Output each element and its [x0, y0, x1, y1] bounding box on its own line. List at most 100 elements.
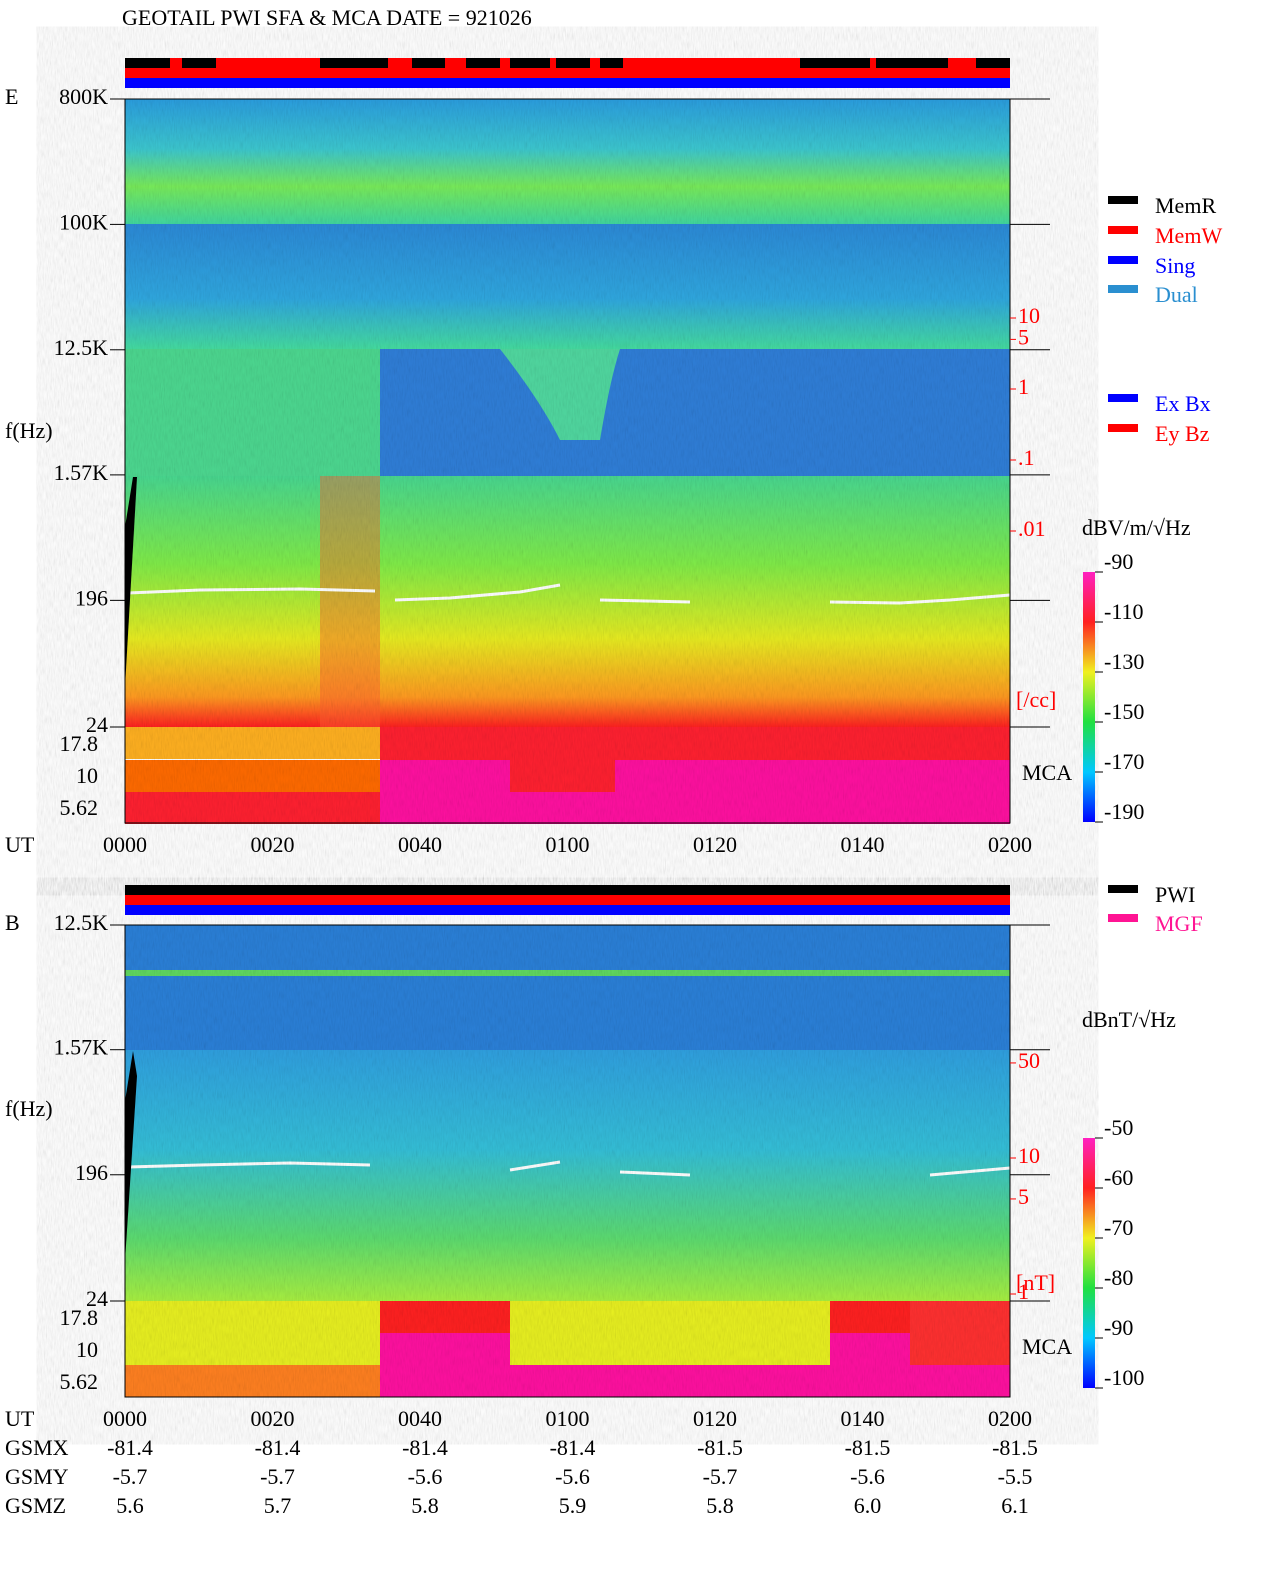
y-tick-label: 24: [86, 712, 108, 737]
status-bar: [388, 58, 412, 68]
orbit-value: 6.1: [1001, 1493, 1029, 1518]
x-tick-label: 0040: [398, 1406, 442, 1431]
legend-label: Ex Bx: [1155, 391, 1211, 416]
orbit-value: 5.6: [116, 1493, 144, 1518]
orbit-value: -5.6: [408, 1464, 443, 1489]
chart-title: GEOTAIL PWI SFA & MCA DATE = 921026: [122, 5, 532, 30]
mem-bar: [125, 477, 137, 687]
y-tick-label: 12.5K: [54, 910, 109, 935]
density-tick-label: 50: [1018, 1048, 1040, 1073]
status-bar: [125, 895, 1010, 905]
legend-label: Sing: [1155, 253, 1195, 278]
colorbar: [1083, 572, 1095, 822]
orbit-value: -81.5: [992, 1435, 1038, 1460]
orbit-value: -5.7: [113, 1464, 148, 1489]
orbit-value: -81.4: [107, 1435, 153, 1460]
density-tick-label: .1: [1018, 445, 1035, 470]
colorbar-tick-label: -70: [1104, 1215, 1133, 1240]
colorbar-tick-label: -100: [1104, 1365, 1144, 1390]
orbit-value: -5.7: [260, 1464, 295, 1489]
x-axis-label: UT: [5, 832, 35, 857]
status-bar: [550, 58, 556, 68]
legend-label: MemW: [1155, 223, 1222, 248]
density-tick-label: 1: [1018, 374, 1029, 399]
density-tick-label: 1: [1018, 1279, 1029, 1304]
colorbar-unit: dBV/m/√Hz: [1082, 515, 1191, 540]
orbit-value: -81.4: [402, 1435, 448, 1460]
orbit-value: 5.7: [264, 1493, 292, 1518]
legend-swatch: [1108, 885, 1138, 893]
orbit-name: GSMX: [5, 1435, 69, 1460]
density-unit: [nT]: [1016, 1270, 1055, 1295]
x-tick-label: 0000: [103, 832, 147, 857]
status-bar: [590, 58, 600, 68]
y-tick-label: 196: [75, 1160, 108, 1185]
status-bar: [870, 58, 876, 68]
colorbar-tick-label: -80: [1104, 1265, 1133, 1290]
mca-tick-label: 5.62: [60, 795, 99, 820]
x-tick-label: 0000: [103, 1406, 147, 1431]
mca-label: MCA: [1022, 760, 1072, 785]
colorbar-tick-label: -150: [1104, 699, 1144, 724]
x-tick-label: 0140: [841, 1406, 885, 1431]
x-tick-label: 0200: [988, 1406, 1032, 1431]
status-bar: [125, 78, 1010, 88]
legend-swatch: [1108, 226, 1138, 234]
legend-swatch: [1108, 285, 1138, 293]
mca-tick-label: 10: [76, 763, 98, 788]
mca-tick-label: 5.62: [60, 1369, 99, 1394]
status-bar: [125, 58, 1010, 68]
status-bar: [948, 58, 976, 68]
y-tick-label: 800K: [59, 84, 108, 109]
colorbar-tick-label: -90: [1104, 1315, 1133, 1340]
x-tick-label: 0100: [546, 832, 590, 857]
colorbar: [1083, 1138, 1095, 1388]
status-bar: [500, 58, 510, 68]
y-axis-label: f(Hz): [5, 1096, 53, 1121]
y-tick-label: 24: [86, 1286, 108, 1311]
status-bar: [445, 58, 466, 68]
orbit-value: -81.5: [845, 1435, 891, 1460]
x-tick-label: 0020: [251, 832, 295, 857]
legend-swatch: [1108, 196, 1138, 204]
colorbar-tick-label: -90: [1104, 549, 1133, 574]
density-tick-label: 5: [1018, 1184, 1029, 1209]
orbit-value: -81.4: [550, 1435, 596, 1460]
orbit-value: -81.4: [255, 1435, 301, 1460]
orbit-value: 6.0: [854, 1493, 882, 1518]
colorbar-tick-label: -60: [1104, 1165, 1133, 1190]
colorbar-tick-label: -130: [1104, 649, 1144, 674]
y-tick-label: 12.5K: [54, 335, 109, 360]
mca-tick-label: 17.8: [60, 1305, 99, 1330]
orbit-value: 5.8: [411, 1493, 439, 1518]
x-axis-label: UT: [5, 1406, 35, 1431]
x-tick-label: 0120: [693, 1406, 737, 1431]
density-unit: [/cc]: [1016, 687, 1056, 712]
legend-label: MGF: [1155, 911, 1203, 936]
status-bar: [170, 58, 182, 68]
x-tick-label: 0140: [841, 832, 885, 857]
x-tick-label: 0020: [251, 1406, 295, 1431]
legend-label: Ey Bz: [1155, 421, 1210, 446]
y-tick-label: 196: [75, 585, 108, 610]
panel-label: E: [5, 84, 18, 109]
mem-bar: [125, 1051, 137, 1261]
orbit-value: -5.6: [555, 1464, 590, 1489]
orbit-name: GSMZ: [5, 1493, 66, 1518]
colorbar-unit: dBnT/√Hz: [1082, 1007, 1176, 1032]
y-tick-label: 100K: [59, 209, 108, 234]
density-tick-label: .01: [1018, 516, 1046, 541]
colorbar-tick-label: -110: [1104, 599, 1144, 624]
legend-swatch: [1108, 914, 1138, 922]
frame: [124, 98, 1011, 824]
panel-label: B: [5, 910, 20, 935]
colorbar-tick-label: -170: [1104, 749, 1144, 774]
density-tick-label: 5: [1018, 324, 1029, 349]
noise: [125, 99, 1010, 823]
legend-label: PWI: [1155, 882, 1195, 907]
legend-swatch: [1108, 424, 1138, 432]
density-tick-label: 10: [1018, 1143, 1040, 1168]
status-bar: [125, 885, 1010, 895]
